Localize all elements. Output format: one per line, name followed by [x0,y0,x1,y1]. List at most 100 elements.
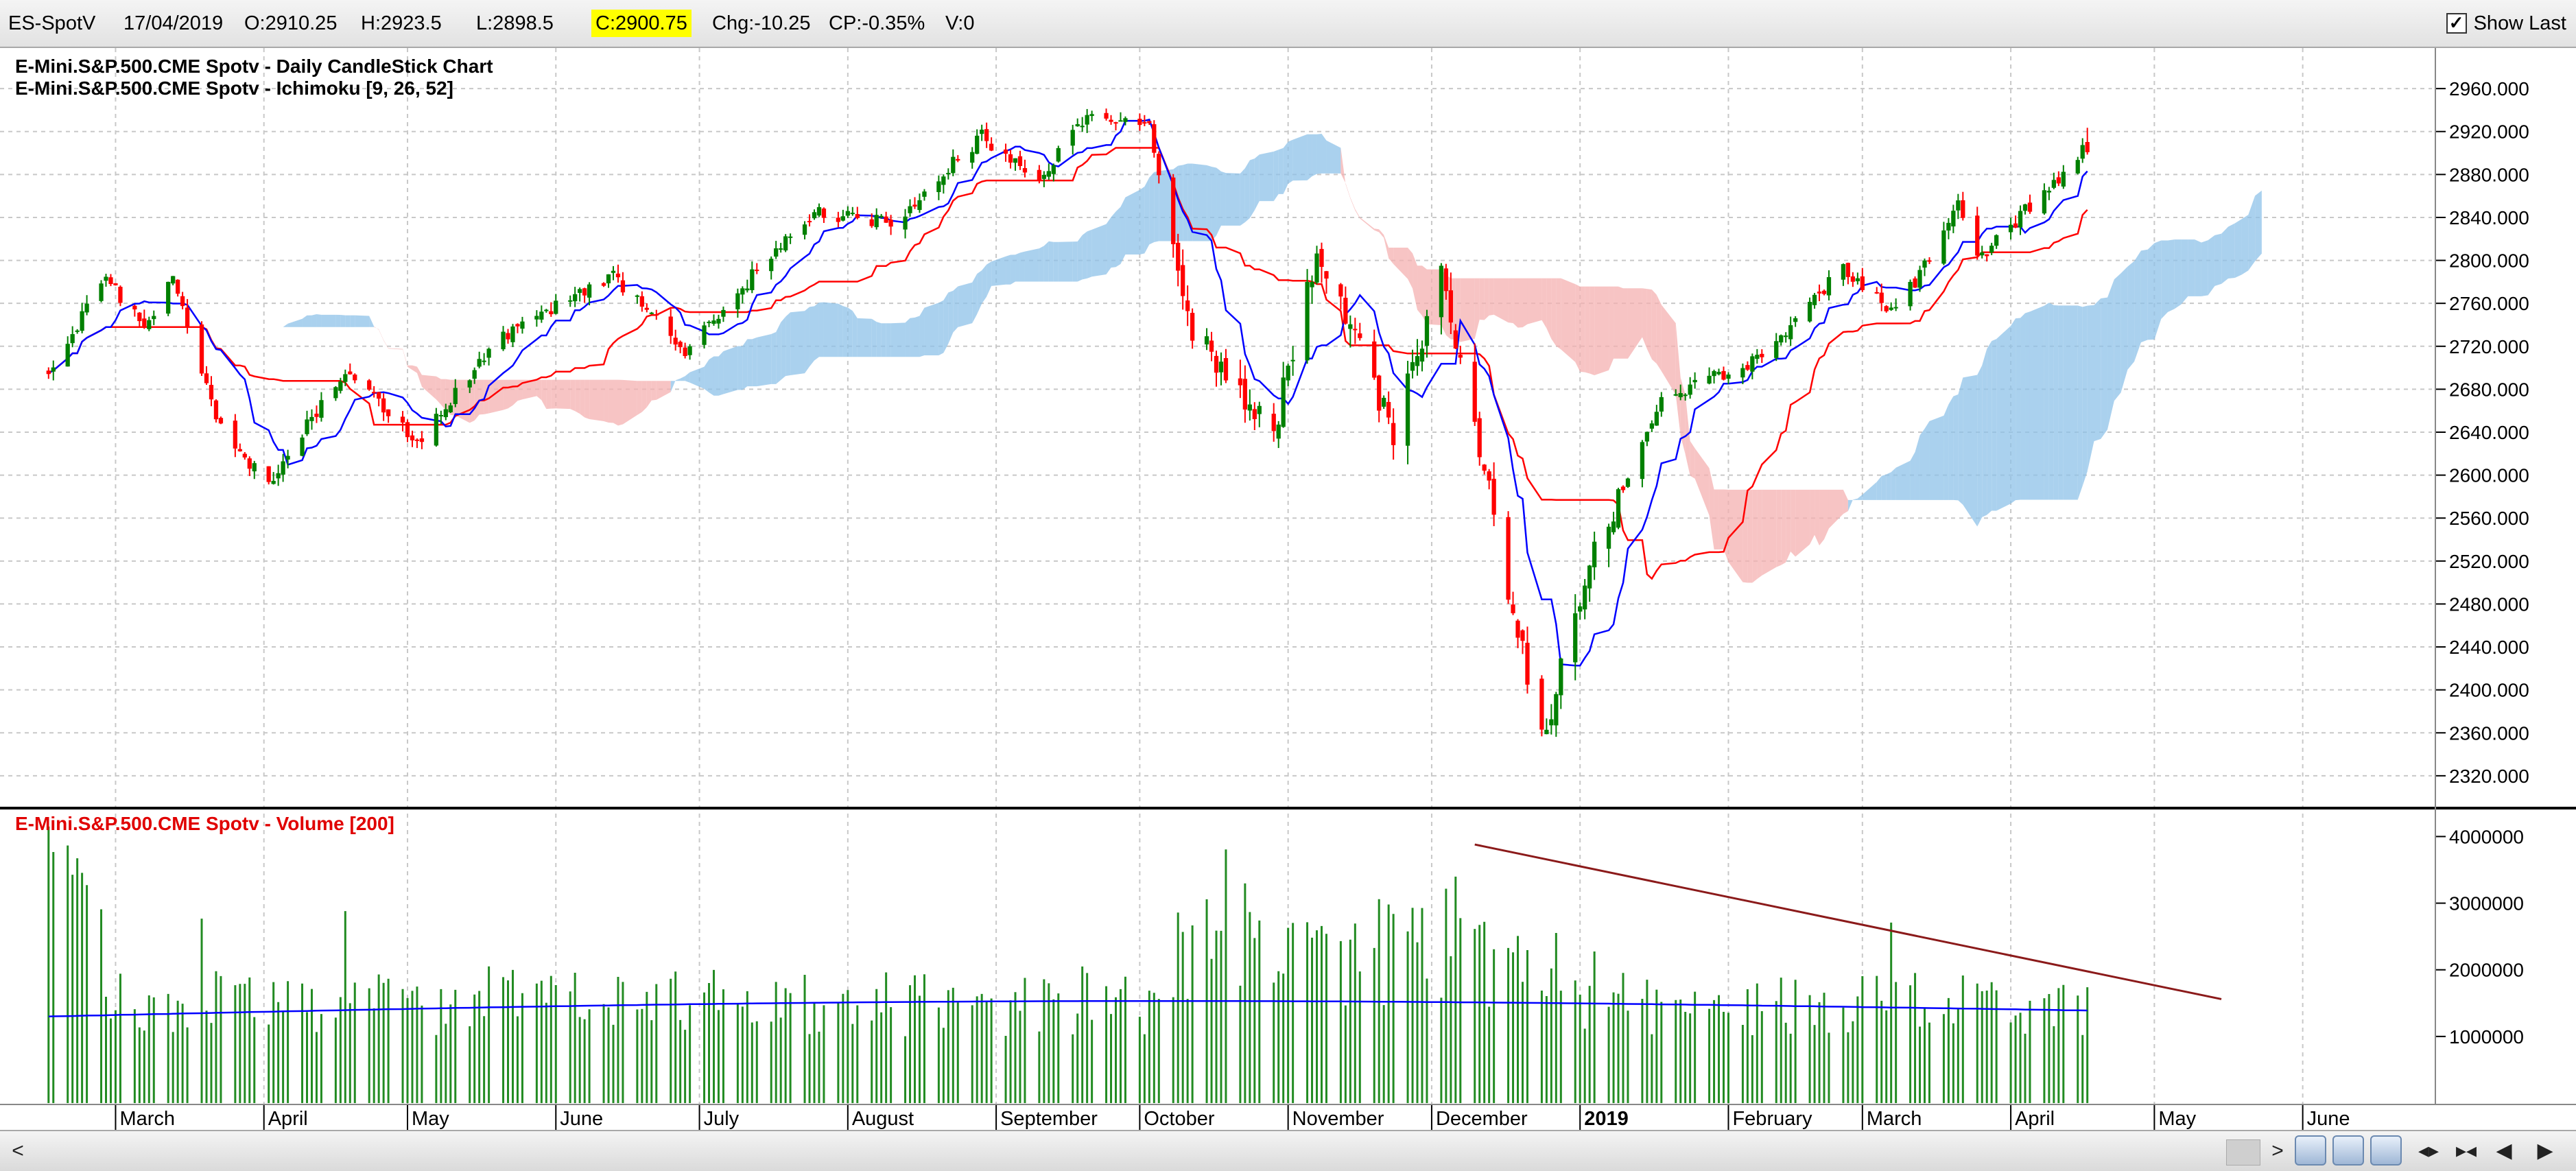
candle-body [2008,224,2013,233]
cloud-segment [2140,249,2148,343]
candle-body [989,143,994,151]
candle-body [1372,341,1377,378]
cloud-segment [1862,482,1877,500]
fit-chart-icon[interactable] [2370,1135,2402,1166]
cloud-segment [689,366,705,389]
candle-body [836,217,841,222]
cloud-segment [680,376,685,381]
cloud-segment [1316,133,1322,174]
cloud-segment [1987,341,1992,515]
cloud-segment [1426,269,1441,326]
cloud-segment [948,290,954,344]
cloud-segment [910,317,915,357]
cloud-segment [1795,489,1810,557]
candle-body [1242,379,1248,410]
cloud-segment [986,261,992,297]
candle-body [132,305,137,310]
candle-body [247,458,252,469]
candle-body [1520,630,1525,641]
compress-icon[interactable]: ▸◂ [2455,1139,2477,1162]
cloud-segment [1886,472,1891,500]
candle-body [2022,204,2028,211]
scrollbar-thumb[interactable] [2226,1139,2260,1166]
candle-body [2061,171,2066,187]
checkbox-icon[interactable]: ✓ [2446,13,2467,34]
candle-body [1659,397,1664,412]
candle-body [549,311,554,315]
candle-body [1171,177,1176,244]
chart-area[interactable]: 2960.000 2920.000 2880.000 2840.000 2800.000… [0,48,2576,1133]
cloud-segment [943,292,949,353]
candle-body [721,309,726,317]
next-icon[interactable]: ▶ [2537,1139,2553,1162]
candle-body [2042,190,2047,214]
scroll-right-icon[interactable]: > [2271,1139,2284,1162]
candlesticks [46,108,2090,737]
candle-body [99,283,104,301]
cloud-segment [1019,251,1025,282]
cloud-segment [1360,217,1375,230]
cloud-segment [2147,243,2155,340]
cloud-segment [551,379,556,409]
time-tick-label: July [704,1108,740,1130]
show-last-toggle[interactable]: ✓ Show Last [2446,10,2566,37]
cloud-segment [2241,215,2249,275]
cloud-segment [1216,167,1221,236]
cloud-segment [1714,489,1719,550]
candle-body [1286,366,1290,381]
candle-body [635,295,640,297]
chart-canvas[interactable]: 2960.000 2920.000 2880.000 2840.000 2800.000… [0,48,2576,1130]
candle-body [702,325,707,345]
time-tick-label: 2019 [1584,1108,1629,1130]
cloud-segment [2174,239,2182,309]
candle-body [1419,348,1425,362]
candle-body [1037,169,1042,181]
time-tick-label: October [1144,1108,1214,1130]
cloud-segment [1656,294,1662,371]
candle-body [1305,281,1310,361]
cloud-segment [890,322,906,357]
cloud-segment [905,318,910,357]
candle-body [1453,330,1458,348]
time-tick-label: December [1436,1108,1528,1130]
cloud-segment [781,316,786,381]
candle-body [1003,150,1008,154]
high-value: H:2923.5 [361,12,442,34]
candle-body [673,338,678,345]
cloud-segment [1924,421,1930,500]
cloud-segment [1474,278,1480,339]
scroll-left-icon[interactable]: < [12,1139,24,1162]
cloud-segment [1762,489,1777,576]
candle-body [1324,271,1329,279]
cloud-segment [919,307,925,357]
cloud-segment [757,334,772,387]
candle-body [204,373,209,383]
volume-tick-label: 3000000 [2449,893,2524,914]
price-tick-label: 2960.000 [2449,78,2529,99]
candle-body [1104,113,1109,119]
cloud-segment [369,316,375,327]
candle-body [917,200,922,211]
candle-body [874,215,879,228]
cloud-segment [881,323,886,357]
candle-body [687,346,692,355]
volume-ma-line [48,1000,2088,1017]
cloud-segment [1527,278,1542,324]
candle-body [1745,365,1750,370]
candle-body [1185,300,1190,311]
change-pct-value: CP:-0.35% [829,12,925,34]
price-tick-label: 2320.000 [2449,766,2529,787]
cloud-segment [2195,239,2201,296]
time-tick-label: June [2307,1108,2350,1130]
prev-icon[interactable]: ◀ [2496,1139,2512,1162]
price-gridlines [0,88,2432,777]
price-tick-label: 2800.000 [2449,250,2529,272]
cloud-segment [1154,171,1159,243]
cloud-segment [1513,278,1518,328]
candle-body [1410,362,1415,371]
zoom-out-icon[interactable] [2332,1135,2364,1166]
candle-body [1515,620,1520,638]
expand-icon[interactable]: ◂▸ [2418,1139,2439,1162]
zoom-in-icon[interactable] [2295,1135,2326,1166]
time-tick-label: June [560,1108,603,1130]
